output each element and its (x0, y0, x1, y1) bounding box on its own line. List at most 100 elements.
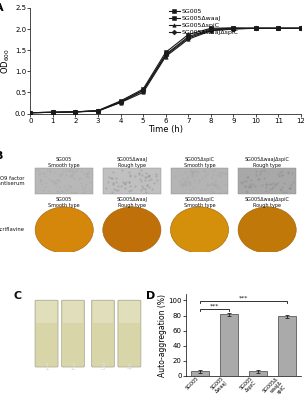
Point (144, 174, 149, 180)
SG005ΔwaaJ (164, 50, 168, 55)
Point (212, 182, 217, 188)
SG005ΔspiC (254, 26, 258, 31)
Text: SG005
Smooth type: SG005 Smooth type (48, 157, 80, 168)
Point (73, 189, 78, 195)
Point (104, 185, 109, 191)
Point (244, 189, 249, 196)
Point (53, 176, 58, 183)
Point (262, 167, 267, 174)
Point (62, 183, 67, 189)
SG005ΔspiC (232, 27, 235, 32)
SG005ΔwaaJ (254, 26, 258, 31)
Point (239, 178, 244, 185)
Point (209, 174, 214, 180)
Point (108, 175, 113, 181)
SG005ΔwaaJΔspiC (29, 110, 32, 115)
Point (85, 170, 89, 176)
SG005ΔwaaJΔspiC (164, 53, 168, 58)
Point (51, 180, 56, 186)
Point (146, 184, 151, 190)
Point (123, 180, 128, 187)
Point (77, 176, 81, 182)
Point (192, 168, 197, 175)
Point (199, 174, 204, 181)
Point (126, 188, 131, 194)
Point (213, 167, 218, 173)
Point (180, 176, 185, 182)
Point (281, 180, 286, 186)
Point (172, 172, 177, 179)
SG005ΔwaaJ (209, 26, 212, 31)
Point (187, 168, 192, 174)
Point (61, 168, 66, 174)
Text: D: D (146, 291, 155, 301)
SG005 (51, 110, 55, 115)
SG005ΔwaaJ (29, 110, 32, 115)
Text: A: A (0, 3, 4, 13)
Point (144, 170, 149, 176)
Point (209, 166, 214, 173)
Point (50, 178, 55, 184)
Text: C: C (13, 291, 21, 301)
Point (262, 175, 267, 181)
Point (211, 188, 216, 195)
Point (123, 184, 128, 191)
Point (242, 178, 247, 184)
Point (220, 168, 225, 175)
SG005ΔwaaJΔspiC (299, 26, 303, 31)
Point (115, 186, 120, 193)
Point (196, 177, 201, 184)
Point (72, 175, 77, 182)
SG005 (277, 26, 280, 31)
Point (256, 176, 261, 183)
Point (179, 182, 184, 189)
Point (258, 170, 263, 177)
Bar (220, 314, 238, 376)
Point (56, 189, 61, 195)
Point (260, 182, 265, 189)
Point (269, 181, 274, 188)
Text: 1: 1 (44, 363, 49, 372)
Point (278, 187, 283, 193)
Point (281, 189, 285, 196)
Point (254, 168, 259, 174)
FancyBboxPatch shape (171, 168, 228, 194)
Point (189, 172, 194, 179)
Legend: SG005, SG005ΔwaaJ, SG005ΔspiC, SG005ΔwaaJΔspiC: SG005, SG005ΔwaaJ, SG005ΔspiC, SG005Δwaa… (169, 9, 239, 35)
Point (81, 186, 85, 192)
Point (136, 171, 141, 178)
Point (189, 168, 194, 175)
Point (42, 184, 47, 190)
Point (218, 170, 223, 176)
Point (140, 185, 145, 192)
Point (194, 168, 199, 174)
Text: 3: 3 (101, 363, 105, 372)
Point (127, 172, 132, 178)
Point (77, 175, 82, 181)
Point (290, 178, 295, 185)
Point (133, 173, 138, 179)
SG005ΔwaaJ (74, 110, 77, 114)
SG005ΔspiC (299, 26, 303, 31)
SG005ΔwaaJ (232, 26, 235, 30)
Point (266, 181, 271, 187)
Text: SG005ΔwaaJΔspiC
Rough type: SG005ΔwaaJΔspiC Rough type (245, 157, 290, 168)
Point (63, 172, 68, 178)
Point (143, 176, 148, 183)
Point (209, 189, 214, 195)
SG005 (96, 109, 100, 114)
Point (218, 172, 223, 178)
Point (209, 181, 214, 188)
Point (138, 176, 143, 182)
SG005ΔwaaJΔspiC (51, 110, 55, 115)
SG005ΔspiC (29, 110, 32, 115)
FancyBboxPatch shape (118, 300, 141, 367)
Ellipse shape (103, 207, 161, 253)
Text: Acriflavine: Acriflavine (0, 228, 25, 232)
Point (279, 168, 284, 174)
Bar (191, 372, 209, 376)
Point (183, 180, 188, 186)
SG005ΔwaaJ (141, 87, 145, 92)
Point (54, 188, 59, 194)
Point (207, 182, 212, 188)
